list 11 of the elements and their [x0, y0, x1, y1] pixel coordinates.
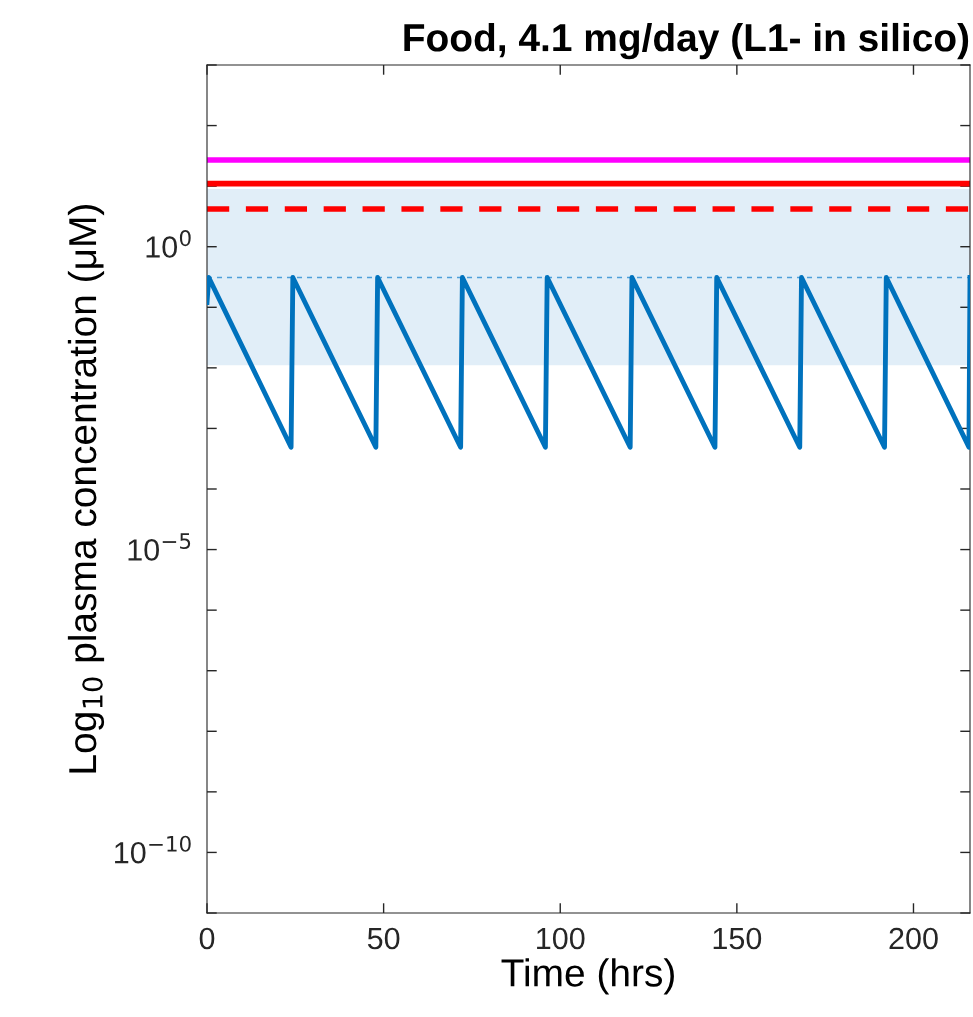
x-tick-label: 200 [889, 927, 938, 950]
x-tick-label: 150 [713, 927, 762, 950]
x-tick-label: 100 [537, 927, 585, 950]
x-axis-title: Time (hrs) [501, 958, 674, 995]
x-tick-label: 0 [199, 927, 215, 950]
y-axis-title: Log$_{10}$ plasma concentration (μM) [67, 205, 105, 773]
chart-title: Food, 4.1 mg/day (L1- in silico) [404, 22, 969, 60]
x-tick-label: 50 [367, 927, 400, 950]
y-tick-label: 10$^{0}$ [146, 229, 191, 258]
y-tick-label: 10$^{−5}$ [128, 533, 191, 561]
y-tick-label: 10$^{−10}$ [115, 835, 191, 864]
